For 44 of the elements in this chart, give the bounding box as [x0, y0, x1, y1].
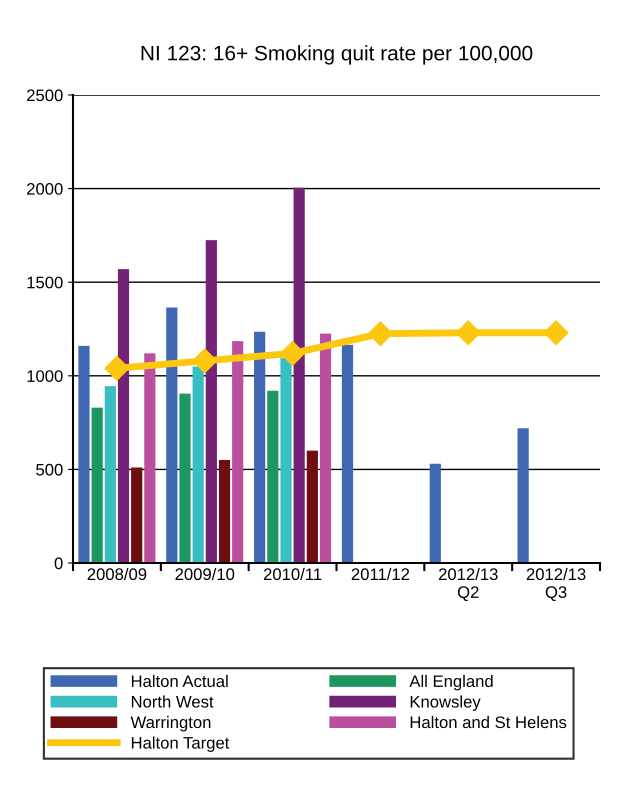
point	[280, 340, 306, 366]
legend-label: All England	[409, 674, 493, 690]
y-tick-label: 1500	[27, 276, 63, 288]
bar	[179, 394, 191, 563]
x-tick-label: 2009/10	[175, 568, 234, 580]
legend-label: Halton and St Helens	[410, 716, 566, 728]
point	[192, 348, 218, 374]
bar	[78, 346, 90, 563]
legend-label: Halton Actual	[132, 674, 228, 688]
bar	[104, 386, 116, 563]
y-tick-label: 1000	[27, 370, 63, 382]
x-tick-label: 2012/13 Q3	[526, 568, 586, 602]
bar	[294, 188, 305, 563]
bar	[342, 344, 354, 563]
legend-label: Halton Target	[132, 736, 230, 752]
point	[104, 356, 130, 381]
bar	[192, 366, 204, 563]
y-tick-label: 500	[36, 464, 63, 476]
x-tick-label: 2012/13 Q2	[438, 568, 498, 602]
bar	[232, 341, 244, 563]
bar	[92, 408, 103, 563]
y-tick-label: 2000	[27, 183, 63, 195]
bar	[166, 307, 178, 563]
chart-title: NI 123: 16+ Smoking quit rate per 100,000	[142, 45, 532, 65]
legend-label: North West	[132, 695, 214, 708]
bar	[518, 428, 529, 563]
bar	[280, 358, 292, 563]
x-tick-label: 2008/09	[88, 568, 146, 580]
y-tick-label: 0	[54, 557, 63, 570]
x-tick-label: 2010/11	[264, 568, 322, 580]
bar	[430, 464, 441, 563]
bar	[267, 390, 278, 563]
bar	[131, 468, 142, 563]
bar	[144, 353, 156, 563]
bar	[206, 240, 217, 563]
bar	[320, 334, 332, 563]
bar	[306, 450, 318, 563]
bar	[254, 332, 266, 563]
bar	[118, 269, 130, 563]
x-tick-label: 2011/12	[352, 568, 410, 580]
bar	[218, 460, 230, 563]
y-tick-label: 2500	[27, 89, 63, 102]
legend-label: Knowsley	[410, 695, 481, 711]
legend-label: Warrington	[130, 716, 210, 732]
